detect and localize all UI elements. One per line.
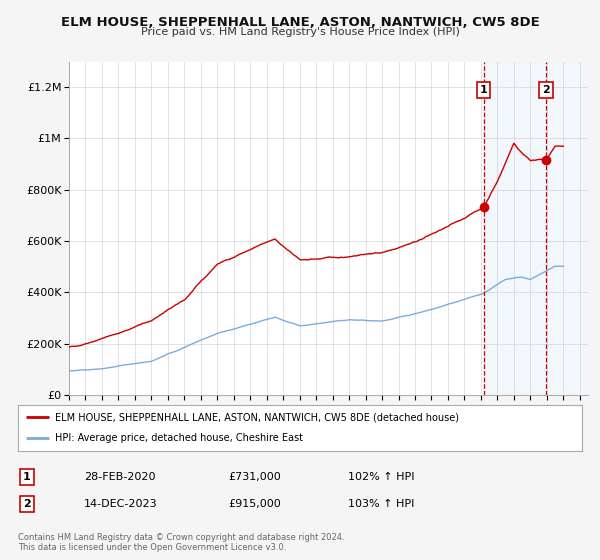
Text: 2: 2 [23, 499, 31, 509]
Text: 1: 1 [23, 472, 31, 482]
Text: 102% ↑ HPI: 102% ↑ HPI [348, 472, 415, 482]
Bar [484, 62, 588, 395]
Text: HPI: Average price, detached house, Cheshire East: HPI: Average price, detached house, Ches… [55, 433, 302, 444]
Text: 103% ↑ HPI: 103% ↑ HPI [348, 499, 415, 509]
Text: £915,000: £915,000 [228, 499, 281, 509]
Text: ELM HOUSE, SHEPPENHALL LANE, ASTON, NANTWICH, CW5 8DE: ELM HOUSE, SHEPPENHALL LANE, ASTON, NANT… [61, 16, 539, 29]
Text: Price paid vs. HM Land Registry's House Price Index (HPI): Price paid vs. HM Land Registry's House … [140, 27, 460, 37]
Text: £731,000: £731,000 [228, 472, 281, 482]
Text: 28-FEB-2020: 28-FEB-2020 [84, 472, 155, 482]
Text: 2: 2 [542, 85, 550, 95]
Text: ELM HOUSE, SHEPPENHALL LANE, ASTON, NANTWICH, CW5 8DE (detached house): ELM HOUSE, SHEPPENHALL LANE, ASTON, NANT… [55, 412, 458, 422]
Text: 1: 1 [479, 85, 487, 95]
Text: Contains HM Land Registry data © Crown copyright and database right 2024.: Contains HM Land Registry data © Crown c… [18, 533, 344, 542]
Text: 14-DEC-2023: 14-DEC-2023 [84, 499, 158, 509]
Text: This data is licensed under the Open Government Licence v3.0.: This data is licensed under the Open Gov… [18, 543, 286, 552]
